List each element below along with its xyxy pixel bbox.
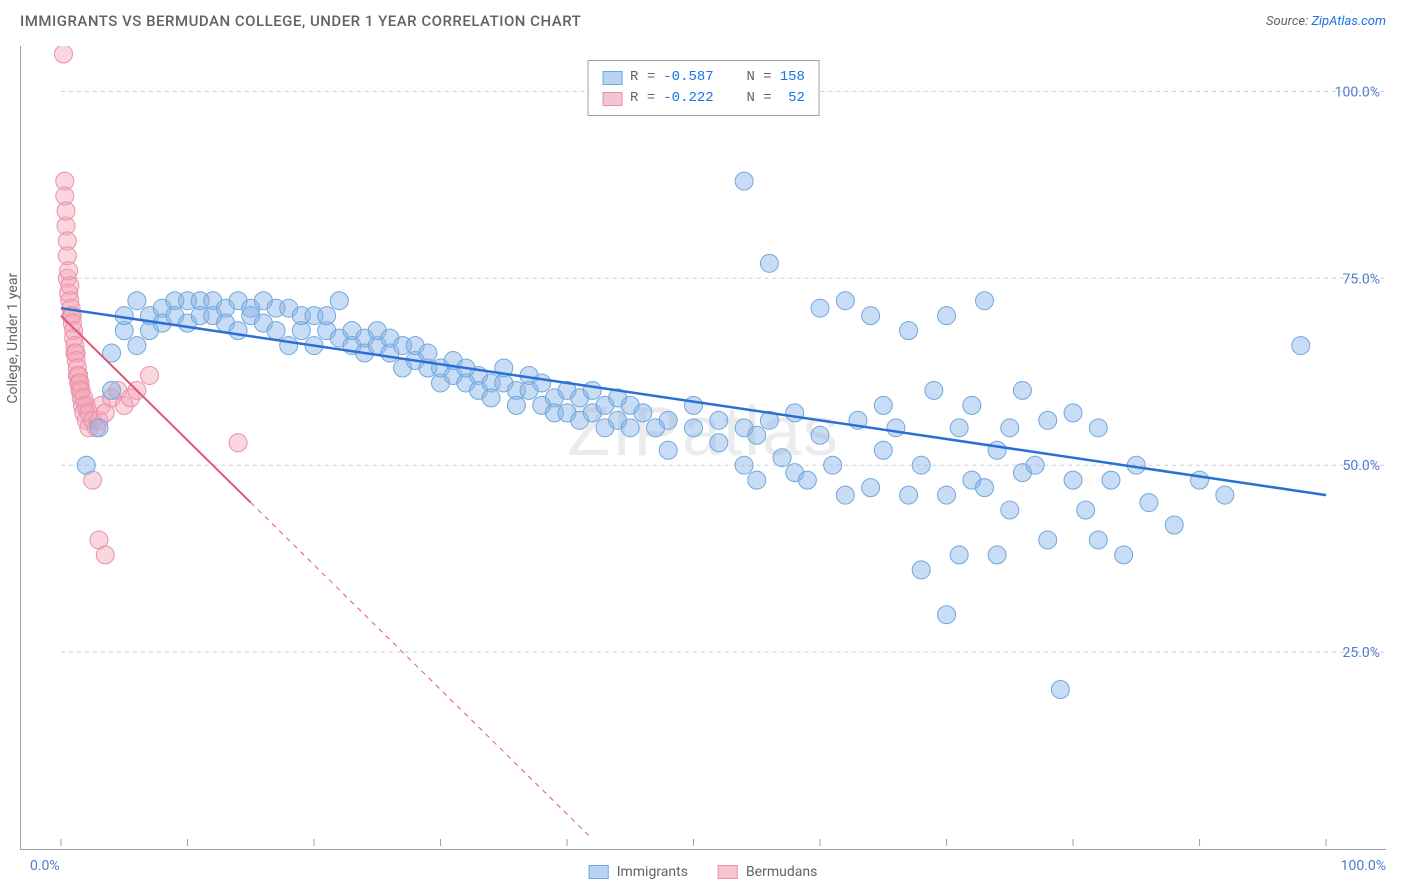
y-axis-label: College, Under 1 year bbox=[5, 272, 21, 403]
svg-text:25.0%: 25.0% bbox=[1343, 645, 1380, 661]
n-value: 158 bbox=[780, 67, 805, 88]
svg-text:75.0%: 75.0% bbox=[1343, 271, 1380, 287]
svg-text:50.0%: 50.0% bbox=[1343, 458, 1380, 474]
r-value: -0.222 bbox=[663, 88, 713, 109]
legend-swatch-immigrants bbox=[602, 71, 622, 85]
legend-swatch-bermudans bbox=[718, 865, 738, 879]
svg-text:100.0%: 100.0% bbox=[1335, 84, 1380, 100]
chart-area: College, Under 1 year ZIPatlas R = -0.58… bbox=[20, 46, 1386, 850]
legend-item-immigrants: Immigrants bbox=[589, 864, 688, 880]
x-axis-max-label: 100.0% bbox=[1341, 858, 1386, 874]
legend-swatch-immigrants bbox=[589, 865, 609, 879]
r-value: -0.587 bbox=[663, 67, 713, 88]
legend-item-bermudans: Bermudans bbox=[718, 864, 817, 880]
legend-row: R = -0.587 N = 158 bbox=[602, 67, 805, 88]
x-axis-min-label: 0.0% bbox=[30, 858, 60, 874]
legend-statistics: R = -0.587 N = 158 R = -0.222 N = 52 bbox=[587, 60, 820, 116]
legend-series: Immigrants Bermudans bbox=[589, 864, 818, 880]
n-value: 52 bbox=[780, 88, 805, 109]
source-link[interactable]: ZipAtlas.com bbox=[1311, 14, 1386, 29]
legend-swatch-bermudans bbox=[602, 92, 622, 106]
source-label: Source: ZipAtlas.com bbox=[1266, 14, 1386, 29]
chart-title: IMMIGRANTS VS BERMUDAN COLLEGE, UNDER 1 … bbox=[20, 12, 581, 30]
scatter-plot: 25.0% 50.0% 75.0% 100.0% bbox=[21, 46, 1386, 849]
legend-row: R = -0.222 N = 52 bbox=[602, 88, 805, 109]
